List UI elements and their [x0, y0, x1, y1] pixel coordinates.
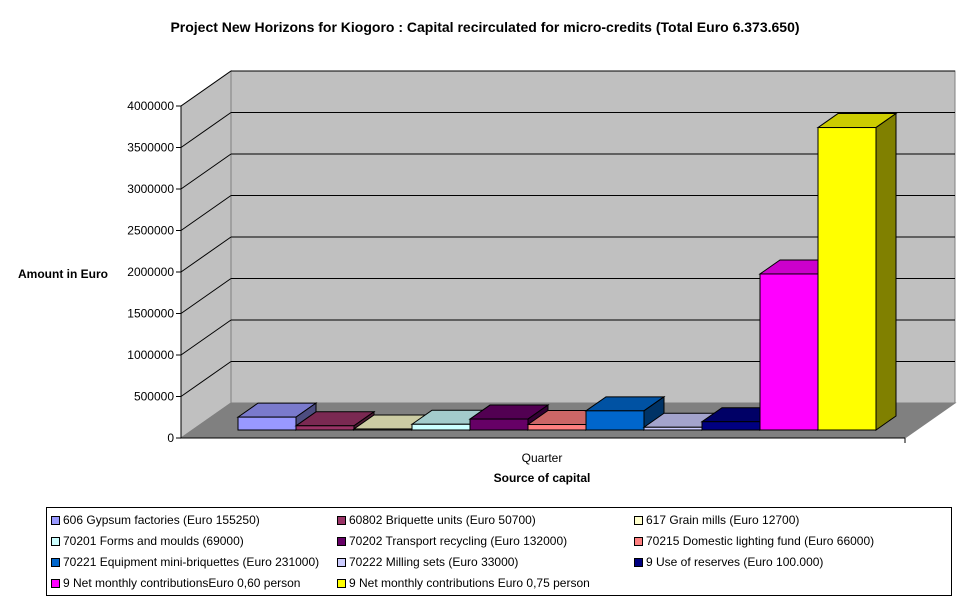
- legend-label: 70215 Domestic lighting fund (Euro 66000…: [646, 534, 875, 548]
- bar-side: [875, 112, 897, 431]
- legend-item: 9 Net monthly contributionsEuro 0,60 per…: [51, 576, 300, 590]
- legend-item: 70215 Domestic lighting fund (Euro 66000…: [634, 534, 874, 548]
- y-tick-label: 3000000: [127, 182, 174, 196]
- legend-swatch: [337, 515, 346, 525]
- legend-swatch: [634, 536, 643, 546]
- legend-label: 9 Use of reserves (Euro 100.000): [646, 555, 824, 569]
- legend-item: 9 Net monthly contributions Euro 0,75 pe…: [337, 576, 590, 590]
- legend-label: 9 Net monthly contributionsEuro 0,60 per…: [63, 576, 301, 590]
- bar: [527, 424, 587, 431]
- legend-swatch: [337, 557, 346, 567]
- legend-label: 617 Grain mills (Euro 12700): [646, 513, 800, 527]
- category-label: Quarter: [522, 451, 563, 465]
- legend-swatch: [634, 557, 643, 567]
- gridline-side: [180, 236, 232, 273]
- y-tick-label: 3500000: [127, 141, 174, 155]
- legend-label: 60802 Briquette units (Euro 50700): [349, 513, 536, 527]
- bar: [643, 426, 703, 431]
- bar: [353, 428, 413, 431]
- legend-label: 70222 Milling sets (Euro 33000): [349, 555, 519, 569]
- gridline-side: [180, 70, 232, 107]
- chart-title: Project New Horizons for Kiogoro : Capit…: [170, 19, 799, 35]
- legend-swatch: [337, 578, 346, 588]
- legend: 606 Gypsum factories (Euro 155250) 60802 …: [46, 507, 952, 596]
- legend-item: 70222 Milling sets (Euro 33000): [337, 555, 518, 569]
- bar: [585, 410, 645, 431]
- gridline-side: [180, 112, 232, 148]
- legend-label: 70221 Equipment mini-briquettes (Euro 23…: [63, 555, 320, 569]
- legend-swatch: [337, 536, 346, 546]
- bar: [237, 416, 297, 431]
- y-tick-label: 500000: [134, 390, 174, 404]
- legend-swatch: [51, 557, 60, 567]
- bar: [295, 425, 355, 431]
- y-tick-label: 1500000: [127, 307, 174, 321]
- bar: [469, 418, 529, 431]
- legend-item: 70202 Transport recycling (Euro 132000): [337, 534, 567, 548]
- legend-label: 70202 Transport recycling (Euro 132000): [349, 534, 568, 548]
- legend-item: 70221 Equipment mini-briquettes (Euro 23…: [51, 555, 319, 569]
- legend-label: 9 Net monthly contributions Euro 0,75 pe…: [349, 576, 590, 590]
- gridline-side: [180, 153, 232, 190]
- y-tick-label: 0: [167, 431, 174, 445]
- legend-label: 606 Gypsum factories (Euro 155250): [63, 513, 260, 527]
- bar: [411, 423, 471, 431]
- gridline-side: [180, 195, 232, 231]
- legend-item: 617 Grain mills (Euro 12700): [634, 513, 799, 527]
- y-tick-label: 2500000: [127, 224, 174, 238]
- legend-item: 606 Gypsum factories (Euro 155250): [51, 513, 260, 527]
- bar: [701, 421, 761, 431]
- legend-swatch: [51, 536, 60, 546]
- legend-label: 70201 Forms and moulds (69000): [63, 534, 244, 548]
- y-tick-label: 4000000: [127, 99, 174, 113]
- y-axis-title: Amount in Euro: [18, 267, 108, 281]
- legend-item: 9 Use of reserves (Euro 100.000): [634, 555, 823, 569]
- gridline-side: [180, 361, 232, 397]
- legend-item: 60802 Briquette units (Euro 50700): [337, 513, 536, 527]
- gridline-side: [180, 319, 232, 356]
- bar: [759, 273, 819, 431]
- y-tick-label: 1000000: [127, 348, 174, 362]
- gridline-side: [180, 278, 232, 314]
- y-tick-label: 2000000: [127, 265, 174, 279]
- legend-swatch: [51, 578, 60, 588]
- legend-swatch: [634, 515, 643, 525]
- bar: [817, 127, 877, 431]
- legend-swatch: [51, 515, 60, 525]
- x-axis-title: Source of capital: [494, 471, 591, 485]
- legend-item: 70201 Forms and moulds (69000): [51, 534, 244, 548]
